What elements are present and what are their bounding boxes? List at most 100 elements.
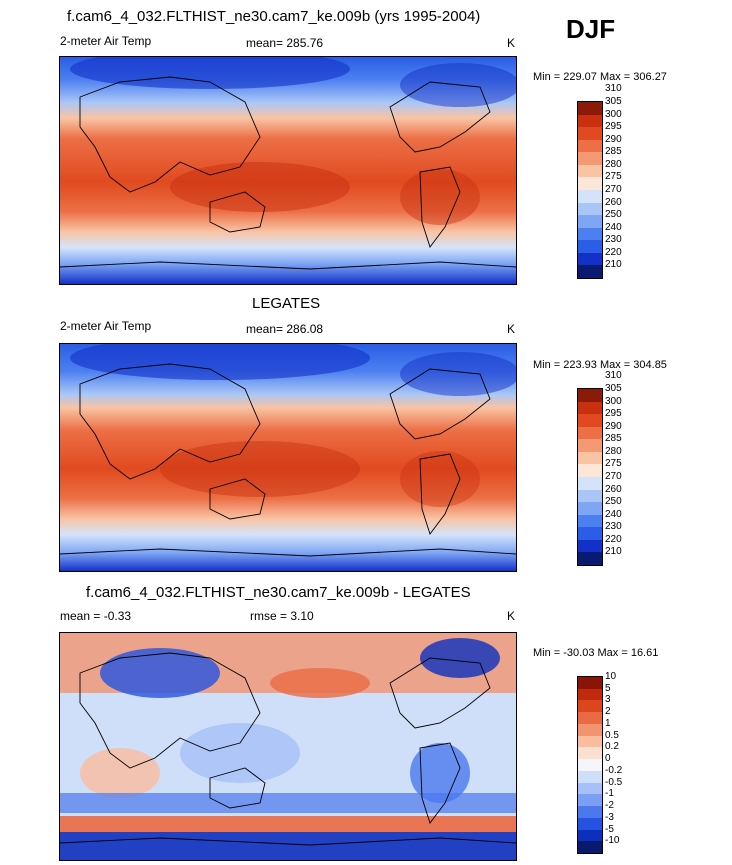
panel2-colorbar-swatch: [578, 389, 602, 402]
panel1-colorbar-swatch: [578, 252, 602, 266]
panel2-colorbar-level-label: 280: [605, 445, 622, 457]
panel1-colorbar-swatch: [578, 215, 602, 228]
panel2-colorbar-level-label: 310: [605, 370, 622, 382]
panel3-colorbar-swatch: [578, 677, 602, 689]
panel1-colorbar-swatch: [578, 190, 602, 203]
panel2-units: K: [507, 322, 516, 336]
panel3-colorbar-level-label: 10: [605, 671, 617, 682]
panel3-colorbar-level-label: 0: [605, 753, 611, 765]
panel2-coastlines: [60, 363, 516, 557]
panel1-colorbar-level-label: 310: [605, 83, 622, 95]
panel2-colorbar-level-label: 210: [605, 546, 622, 558]
panel2-colorbar-level-label: 250: [605, 496, 622, 508]
panel2-colorbar-level-label: 290: [605, 420, 622, 432]
panel2-colorbar-swatch: [578, 539, 602, 553]
panel2-map: [59, 343, 517, 572]
panel3-colorbar-swatch: [578, 817, 602, 830]
panel3-rmse: rmse = 3.10: [250, 609, 314, 623]
panel2-colorbar-level-label: 270: [605, 471, 622, 482]
panel1-variable: 2-meter Air Temp: [60, 34, 152, 48]
panel1-colorbar-swatch: [578, 240, 602, 253]
panel3-colorbar-swatch: [578, 700, 602, 713]
panel1-colorbar-swatch: [578, 152, 602, 165]
panel1-colorbar-level-label: 285: [605, 146, 622, 158]
panel3-colorbar-swatch: [578, 747, 602, 760]
panel1-title: f.cam6_4_032.FLTHIST_ne30.cam7_ke.009b (…: [67, 8, 481, 25]
panel3-colorbar-level-label: 5: [605, 682, 611, 694]
panel3-colorbar-swatch: [578, 688, 602, 701]
panel1-mean: mean= 285.76: [246, 36, 324, 50]
panel3-colorbar: -10 -5 -3 -2 -1 -0.5 -0.2 0 0.2 0.5 1 2 3 5 10: [577, 672, 637, 856]
panel3-colorbar-swatch: [578, 735, 602, 748]
panel2-map-svg: [60, 344, 516, 571]
panel2-colorbar-swatch: [578, 477, 602, 490]
panel2-colorbar-swatch: [578, 439, 602, 452]
panel3-map: [59, 632, 517, 861]
panel3-colorbar-swatch: [578, 770, 602, 783]
panel3-colorbar-swatch: [578, 782, 602, 795]
panel3-map-svg: [60, 633, 516, 860]
panel1-colorbar-swatch: [578, 177, 602, 190]
panel2-colorbar-level-label: 260: [605, 483, 622, 495]
panel2-colorbar-level-label: 305: [605, 383, 622, 394]
panel3-colorbar-swatch: [578, 829, 602, 842]
panel1-colorbar-level-label: 260: [605, 196, 622, 208]
panel2-colorbar-swatch: [578, 552, 602, 565]
panel3-colorbar-swatch: [578, 723, 602, 736]
panel1-coastlines: [60, 76, 516, 270]
season-label: DJF: [566, 14, 616, 44]
panel2-colorbar-level-label: 230: [605, 521, 622, 533]
panel1-colorbar-box: [577, 101, 603, 279]
panel3-title: f.cam6_4_032.FLTHIST_ne30.cam7_ke.009b -…: [86, 584, 471, 601]
panel1-colorbar-level-label: 230: [605, 234, 622, 246]
panel3-coastlines: [60, 652, 516, 846]
panel1-minmax: Min = 229.07 Max = 306.27: [533, 71, 667, 83]
panel2-colorbar-swatch: [578, 426, 602, 440]
panel2-minmax: Min = 223.93 Max = 304.85: [533, 359, 667, 371]
panel1-colorbar-level-label: 220: [605, 246, 622, 258]
panel3-colorbar-level-label: -0.2: [605, 764, 623, 776]
panel3-colorbar-level-label: 2: [605, 706, 611, 718]
panel3-units: K: [507, 609, 516, 623]
panel3-colorbar-level-label: 0.5: [605, 729, 619, 741]
panel3-colorbar-level-label: -3: [605, 811, 614, 823]
panel2-mean: mean= 286.08: [246, 322, 324, 336]
panel1-colorbar-swatch: [578, 114, 602, 128]
panel3-colorbar-swatch: [578, 841, 602, 853]
panel3-colorbar-level-label: -0.5: [605, 776, 623, 788]
panel1-colorbar-level-label: 240: [605, 221, 622, 233]
panel3-colorbar-swatch: [578, 794, 602, 807]
panel1-colorbar-swatch: [578, 164, 602, 178]
panel3-colorbar-level-label: 0.2: [605, 741, 619, 753]
panel1-colorbar: 210 220 230 240 250 260 270 275 280 285 290 295 300 3…: [577, 84, 637, 281]
panel2-colorbar-level-label: 295: [605, 408, 622, 420]
panel3-colorbar-swatch: [578, 806, 602, 818]
panel2-colorbar-level-label: 300: [605, 395, 622, 407]
panel1-units: K: [507, 36, 516, 50]
panel2-colorbar-swatch: [578, 489, 602, 503]
panel1-colorbar-swatch: [578, 265, 602, 278]
panel2-colorbar-level-label: 220: [605, 533, 622, 545]
panel3-colorbar-level-label: -1: [605, 788, 614, 800]
panel1-colorbar-swatch: [578, 127, 602, 140]
panel2-colorbar-swatch: [578, 464, 602, 477]
panel3-colorbar-level-label: -10: [605, 835, 620, 847]
panel3-colorbar-level-label: 3: [605, 694, 611, 706]
panel1-colorbar-level-label: 275: [605, 171, 622, 183]
panel1-colorbar-level-label: 250: [605, 209, 622, 221]
panel1-colorbar-level-label: 295: [605, 121, 622, 133]
panel1-map: [59, 56, 517, 285]
panel1-colorbar-level-label: 280: [605, 158, 622, 170]
panel3-colorbar-level-label: -2: [605, 800, 614, 812]
panel2-colorbar-level-label: 285: [605, 433, 622, 445]
panel3-colorbar-swatch: [578, 712, 602, 724]
panel1-map-svg: [60, 57, 516, 284]
panel1-colorbar-swatch: [578, 202, 602, 216]
panel2-colorbar-box: [577, 388, 603, 566]
panel1-colorbar-swatch: [578, 102, 602, 115]
panel2-colorbar-swatch: [578, 514, 602, 528]
panel3-colorbar-box: [577, 676, 603, 854]
panel3-colorbar-swatch: [578, 759, 602, 771]
panel1-colorbar-swatch: [578, 227, 602, 241]
panel1-colorbar-level-label: 300: [605, 108, 622, 120]
